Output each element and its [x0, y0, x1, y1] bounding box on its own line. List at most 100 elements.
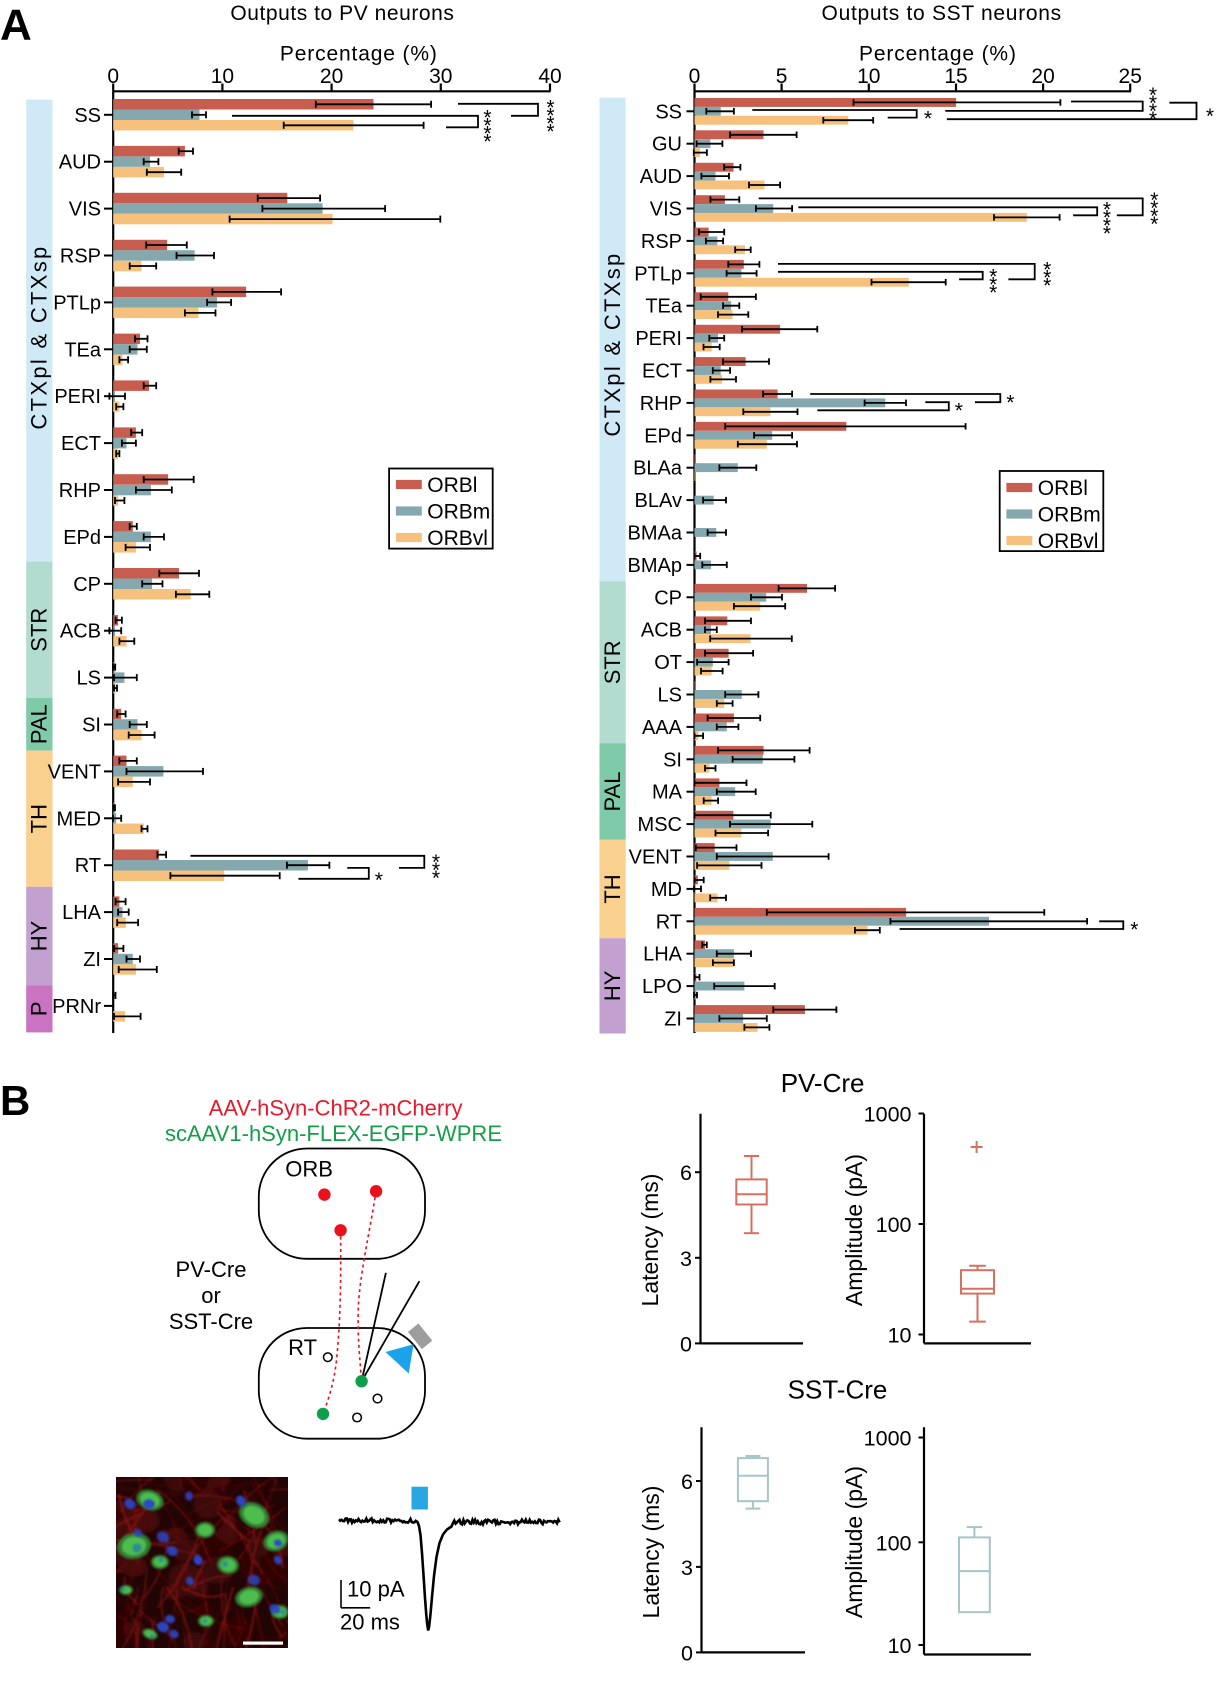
svg-text:*: * — [483, 123, 491, 146]
svg-text:6: 6 — [681, 1470, 693, 1494]
svg-text:20: 20 — [320, 65, 343, 88]
svg-text:*: * — [546, 105, 554, 128]
svg-text:SST-Cre: SST-Cre — [788, 1375, 888, 1405]
svg-text:10: 10 — [888, 1634, 912, 1658]
svg-text:P: P — [27, 1001, 52, 1016]
svg-text:SST-Cre: SST-Cre — [169, 1309, 253, 1334]
svg-text:*: * — [1103, 207, 1111, 230]
svg-text:ORBm: ORBm — [1038, 504, 1101, 527]
svg-text:EPd: EPd — [644, 425, 682, 447]
svg-text:0: 0 — [681, 1641, 693, 1665]
svg-text:MSC: MSC — [638, 814, 682, 836]
svg-text:Amplitude (pA): Amplitude (pA) — [841, 1466, 867, 1618]
svg-text:*: * — [432, 851, 440, 874]
svg-text:Outputs to SST neurons: Outputs to SST neurons — [822, 2, 1062, 25]
svg-text:*: * — [1149, 100, 1157, 123]
svg-text:*: * — [483, 115, 491, 138]
svg-text:6: 6 — [680, 1161, 692, 1185]
svg-text:100: 100 — [876, 1213, 912, 1237]
svg-text:*: * — [1103, 215, 1111, 238]
svg-text:10: 10 — [857, 65, 880, 88]
svg-text:*: * — [1043, 259, 1051, 282]
svg-text:AAV-hSyn-ChR2-mCherry: AAV-hSyn-ChR2-mCherry — [209, 1096, 463, 1121]
svg-text:STR: STR — [27, 608, 52, 652]
svg-text:ZI: ZI — [664, 1009, 682, 1031]
svg-text:1000: 1000 — [864, 1103, 912, 1127]
svg-text:SS: SS — [655, 101, 682, 123]
svg-text:SI: SI — [82, 715, 101, 737]
svg-text:PTLp: PTLp — [53, 292, 101, 314]
svg-text:*: * — [1150, 197, 1158, 220]
svg-text:20: 20 — [1031, 65, 1054, 88]
svg-text:LHA: LHA — [62, 902, 102, 924]
svg-text:PERI: PERI — [635, 328, 682, 350]
svg-text:*: * — [1150, 189, 1158, 212]
svg-text:40: 40 — [538, 65, 561, 88]
svg-text:PAL: PAL — [600, 772, 625, 812]
svg-text:VENT: VENT — [629, 847, 682, 869]
svg-text:TEa: TEa — [64, 339, 102, 361]
svg-text:BMAp: BMAp — [628, 555, 682, 577]
svg-text:Percentage (%): Percentage (%) — [280, 43, 438, 66]
svg-text:PERI: PERI — [54, 386, 101, 408]
svg-text:AUD: AUD — [640, 166, 682, 188]
svg-text:PTLp: PTLp — [634, 263, 682, 285]
svg-text:RT: RT — [288, 1335, 317, 1360]
svg-text:*: * — [955, 400, 963, 423]
svg-text:*: * — [989, 282, 997, 305]
svg-text:0: 0 — [107, 65, 119, 88]
svg-text:*: * — [1149, 84, 1157, 107]
svg-text:Percentage (%): Percentage (%) — [859, 43, 1017, 66]
svg-text:ORBl: ORBl — [427, 474, 477, 497]
svg-text:RT: RT — [75, 855, 101, 877]
svg-text:TH: TH — [27, 804, 52, 833]
svg-text:TEa: TEa — [645, 296, 683, 318]
svg-text:HY: HY — [600, 970, 625, 1001]
svg-text:RSP: RSP — [641, 231, 682, 253]
svg-text:*: * — [989, 266, 997, 289]
svg-text:PV-Cre: PV-Cre — [781, 1068, 865, 1098]
svg-text:ORB: ORB — [285, 1156, 333, 1181]
svg-text:STR: STR — [600, 640, 625, 684]
svg-text:5: 5 — [776, 65, 788, 88]
svg-text:PRNr: PRNr — [52, 996, 101, 1018]
svg-text:*: * — [1103, 199, 1111, 222]
svg-text:*: * — [1130, 919, 1138, 942]
svg-text:ZI: ZI — [83, 949, 101, 971]
svg-text:scAAV1-hSyn-FLEX-EGFP-WPRE: scAAV1-hSyn-FLEX-EGFP-WPRE — [165, 1121, 502, 1146]
svg-text:VIS: VIS — [69, 199, 101, 221]
svg-text:ORBm: ORBm — [427, 501, 490, 524]
svg-text:ORBl: ORBl — [1038, 477, 1088, 500]
svg-text:CTXpl & CTXsp: CTXpl & CTXsp — [600, 251, 625, 436]
svg-text:*: * — [1206, 105, 1214, 128]
svg-text:*: * — [1103, 223, 1111, 246]
svg-text:Amplitude (pA): Amplitude (pA) — [841, 1154, 867, 1306]
svg-text:HY: HY — [27, 920, 52, 951]
svg-text:or: or — [201, 1283, 221, 1308]
svg-text:Latency (ms): Latency (ms) — [638, 1486, 664, 1619]
svg-text:BMAa: BMAa — [628, 523, 683, 545]
svg-text:15: 15 — [944, 65, 967, 88]
svg-text:ECT: ECT — [61, 433, 101, 455]
svg-text:RSP: RSP — [60, 246, 101, 268]
svg-text:*: * — [375, 869, 383, 892]
svg-text:*: * — [1150, 213, 1158, 236]
svg-text:10: 10 — [211, 65, 234, 88]
svg-text:LPO: LPO — [642, 976, 682, 998]
svg-text:MD: MD — [651, 879, 682, 901]
svg-text:OT: OT — [654, 652, 682, 674]
svg-text:BLAv: BLAv — [635, 490, 682, 512]
svg-text:10 pA: 10 pA — [347, 1577, 405, 1602]
svg-text:CTXpl & CTXsp: CTXpl & CTXsp — [27, 244, 52, 429]
svg-text:CP: CP — [654, 587, 682, 609]
svg-text:SI: SI — [663, 749, 682, 771]
svg-text:Outputs to PV neurons: Outputs to PV neurons — [230, 2, 454, 25]
svg-text:*: * — [483, 107, 491, 130]
svg-text:ORBvl: ORBvl — [427, 527, 488, 550]
svg-text:LHA: LHA — [643, 944, 683, 966]
svg-text:*: * — [546, 121, 554, 144]
svg-text:MED: MED — [57, 808, 101, 830]
svg-text:30: 30 — [429, 65, 452, 88]
svg-text:*: * — [546, 97, 554, 120]
svg-text:*: * — [1043, 267, 1051, 290]
